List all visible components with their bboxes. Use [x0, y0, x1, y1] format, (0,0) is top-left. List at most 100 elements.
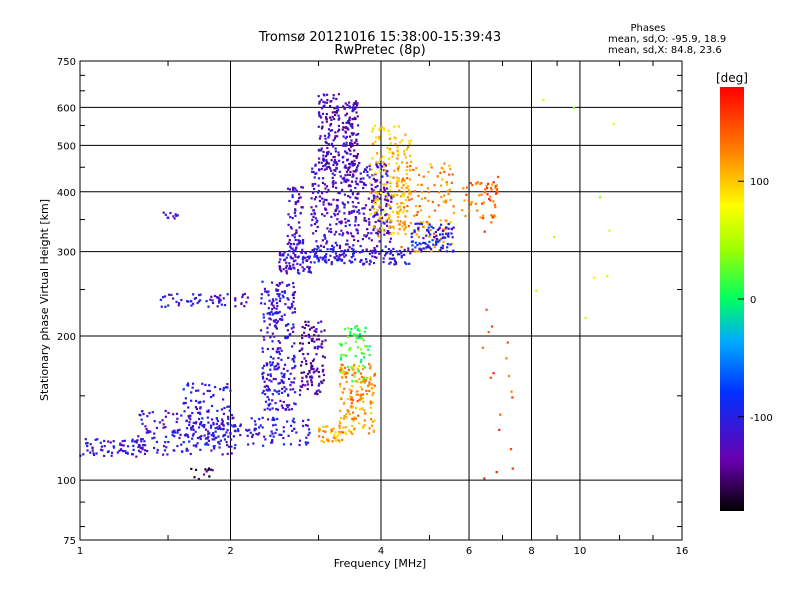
data-point [535, 289, 538, 292]
data-point [385, 172, 388, 175]
data-point [389, 249, 393, 252]
data-point [260, 302, 263, 305]
data-point [268, 313, 272, 316]
data-point [396, 193, 399, 197]
data-point [332, 163, 335, 166]
data-point [330, 142, 334, 146]
data-point [572, 106, 576, 110]
data-point [320, 161, 323, 164]
data-point [376, 213, 379, 216]
data-point [288, 238, 291, 242]
data-point [222, 388, 225, 392]
data-point [192, 444, 195, 447]
data-point [211, 438, 214, 441]
data-point [343, 212, 346, 215]
data-point [286, 234, 289, 238]
data-point [389, 175, 392, 178]
data-point [227, 435, 230, 438]
data-point [393, 259, 397, 262]
data-point [207, 467, 211, 470]
data-point [226, 405, 229, 408]
data-point [495, 188, 499, 191]
data-point [317, 334, 320, 337]
data-point [312, 187, 316, 191]
data-point [203, 423, 206, 427]
data-point [383, 129, 386, 132]
data-point [440, 166, 443, 169]
data-point [271, 418, 274, 421]
data-point [368, 345, 371, 348]
data-point [411, 240, 414, 243]
data-point [303, 326, 307, 330]
data-point [325, 261, 328, 264]
data-point [433, 245, 436, 249]
data-point [245, 428, 248, 432]
data-point [348, 135, 352, 138]
data-point [320, 380, 323, 383]
data-point [416, 211, 419, 214]
data-point [418, 173, 421, 177]
data-point [389, 207, 392, 210]
data-point [335, 437, 338, 440]
data-point [612, 122, 615, 125]
data-point [434, 230, 438, 234]
data-point [497, 175, 500, 178]
data-point [476, 209, 479, 212]
data-point [217, 297, 220, 300]
data-point [266, 418, 270, 421]
data-point [361, 249, 364, 252]
data-point [439, 249, 442, 252]
data-point [365, 393, 369, 396]
data-point [383, 189, 387, 193]
data-point [332, 427, 335, 430]
data-point [327, 202, 330, 205]
data-point [440, 195, 443, 199]
data-point [364, 168, 367, 172]
data-point [315, 391, 318, 395]
data-point [313, 340, 316, 343]
data-point [225, 431, 228, 434]
data-point [296, 262, 299, 265]
data-point [489, 376, 492, 379]
data-point [175, 300, 178, 304]
data-point [352, 365, 355, 368]
data-point [355, 104, 359, 107]
data-point [403, 220, 406, 223]
data-point [376, 152, 379, 155]
data-point [352, 235, 355, 238]
data-point [273, 335, 276, 338]
data-point [292, 357, 295, 361]
data-point [180, 443, 183, 446]
data-point [321, 181, 325, 185]
data-point [292, 296, 295, 300]
data-point [432, 235, 436, 239]
data-point [369, 249, 372, 253]
data-point [387, 217, 390, 220]
data-point [383, 163, 386, 166]
data-point [265, 377, 268, 380]
data-point [362, 356, 366, 359]
data-point [366, 174, 369, 177]
data-point [354, 220, 357, 223]
data-point [302, 371, 306, 374]
data-point [400, 254, 403, 257]
data-point [368, 383, 371, 386]
data-point [163, 449, 167, 452]
data-point [406, 185, 409, 188]
data-point [396, 157, 399, 160]
data-point [380, 219, 383, 222]
data-point [124, 451, 128, 454]
data-point [333, 155, 336, 159]
data-point [204, 468, 207, 471]
data-point [483, 230, 486, 233]
data-point [143, 452, 147, 456]
data-point [350, 180, 354, 183]
data-point [123, 439, 126, 442]
data-point [511, 467, 514, 470]
data-point [344, 179, 347, 182]
data-point [294, 249, 297, 252]
data-point [338, 233, 341, 236]
data-point [344, 373, 347, 376]
data-point [494, 215, 497, 218]
data-point [398, 249, 402, 253]
